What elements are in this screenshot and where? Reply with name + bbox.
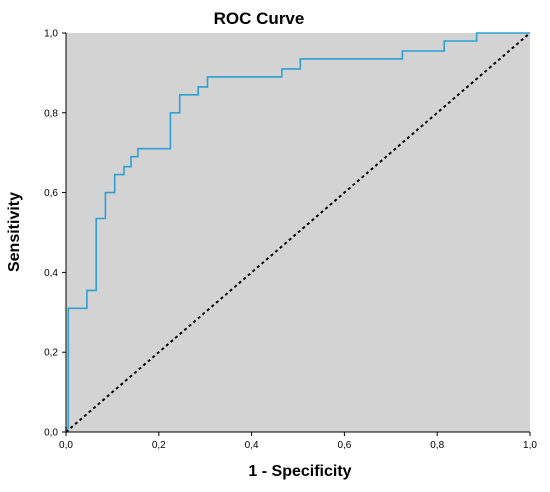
x-tick-label: 0,8 xyxy=(430,440,444,451)
chart-title: ROC Curve xyxy=(214,9,305,28)
y-tick-label: 0,4 xyxy=(44,268,58,279)
x-axis-label: 1 - Specificity xyxy=(248,463,351,480)
roc-curve-line xyxy=(65,32,530,432)
y-tick-label: 1,0 xyxy=(44,29,58,40)
y-tick-label: 0,8 xyxy=(44,108,58,119)
plot-area xyxy=(66,33,530,432)
y-tick-label: 0,6 xyxy=(44,188,58,199)
y-axis-label: Sensitivity xyxy=(6,192,23,272)
y-tick-label: 0,2 xyxy=(44,348,58,359)
x-tick-label: 0,0 xyxy=(59,440,73,451)
x-tick-label: 0,4 xyxy=(245,440,259,451)
x-tick-label: 0,6 xyxy=(337,440,351,451)
x-tick-label: 1,0 xyxy=(523,440,537,451)
y-tick-label: 0,0 xyxy=(44,428,58,439)
x-tick-label: 0,2 xyxy=(152,440,166,451)
